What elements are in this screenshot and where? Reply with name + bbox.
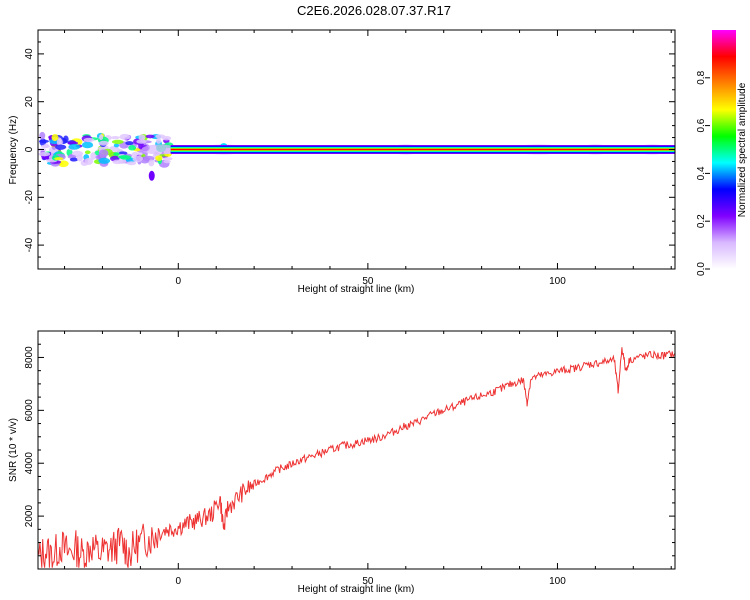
colorbar-tick-label: 0.2 (696, 214, 707, 228)
spectrogram-cell (51, 133, 59, 141)
spectrogram-ytick-label: -20 (24, 190, 35, 205)
spectrogram-cell (138, 134, 146, 141)
colorbar-gradient (712, 30, 736, 269)
spectrogram-cell (125, 141, 134, 146)
figure-title: C2E6.2026.028.07.37.R17 (297, 3, 451, 18)
spectrogram-cell (41, 155, 49, 160)
snr-series-line (38, 347, 675, 568)
spectrogram-cell (137, 151, 143, 156)
spectrogram-cell (126, 161, 137, 166)
snr-ytick-label: 6000 (24, 399, 35, 422)
spectrogram-cell (113, 152, 120, 156)
snr-ytick-label: 8000 (24, 346, 35, 369)
spectrogram-cell (132, 155, 143, 163)
spectrogram-cell (163, 159, 171, 164)
snr-ylabel: SNR (10 * v/v) (8, 418, 19, 482)
spectrogram-cell (69, 157, 79, 162)
spectrogram-cell (54, 157, 64, 161)
colorbar-tick-label: 0.4 (696, 166, 707, 180)
spectrogram-cell (136, 139, 147, 144)
spectrogram-ridge-band (170, 148, 675, 151)
spectrogram-xtick-label: 100 (549, 276, 566, 287)
colorbar-tick-label: 0.6 (696, 118, 707, 132)
snr-xtick-label: 100 (549, 576, 566, 587)
spectrogram-cell (145, 134, 155, 139)
spectrogram-cell (128, 145, 137, 151)
spectrogram-ridge (170, 145, 675, 154)
spectrogram-ytick-label: 40 (24, 48, 35, 60)
spectrogram-cell (84, 150, 91, 155)
spectrogram-cell (63, 135, 69, 144)
snr-series-group (38, 347, 675, 568)
spectrogram-cell (111, 139, 124, 144)
colorbar-ticks: 0.0 0.2 0.4 0.6 0.8 (696, 70, 710, 276)
spectrogram-halo (141, 144, 178, 155)
spectrogram-cell (148, 159, 155, 167)
spectrogram-cell (39, 131, 46, 140)
spectrogram-cell (162, 157, 173, 161)
spectrogram-cell (38, 151, 51, 157)
snr-xtick-label: 0 (176, 576, 182, 587)
spectrogram-cell (84, 157, 94, 165)
spectrogram-cell (81, 141, 94, 149)
spectrogram-cell (38, 139, 50, 144)
colorbar-label: Normalized spectral amplitude (737, 82, 748, 217)
colorbar: 0.0 0.2 0.4 0.6 0.8 Normalized spectral ampl… (696, 30, 748, 276)
spectrogram-ytick-label: 20 (24, 96, 35, 108)
spectrogram-cell (119, 133, 131, 140)
spectrogram-cell (98, 140, 109, 146)
spectrogram-cell (98, 157, 111, 164)
spectrogram-cell (98, 149, 109, 158)
spectrogram-cell (148, 170, 155, 181)
spectrogram-cell (113, 143, 120, 148)
spectrogram-cell (99, 134, 104, 141)
snr-ticks: 0 50 100 2000 4000 6000 8000 (24, 330, 675, 587)
spectrogram-cell (112, 159, 124, 165)
spectrogram-cell (76, 154, 83, 162)
spectrogram-cell (156, 137, 162, 144)
snr-xlabel: Height of straight line (km) (298, 584, 415, 595)
spectrogram-ylabel: Frequency (Hz) (8, 116, 19, 185)
spectrogram-ytick-label: 0 (24, 146, 35, 152)
snr-xtick-label: 50 (362, 576, 374, 587)
spectrogram-cell (68, 143, 81, 150)
snr-panel: 0 50 100 2000 4000 6000 8000 Height of straigh… (8, 330, 676, 595)
spectrogram-cell (55, 144, 67, 150)
spectrogram-cell (110, 135, 120, 140)
colorbar-tick-label: 0.0 (696, 262, 707, 276)
spectrogram-xtick-label: 50 (362, 276, 374, 287)
spectrogram-cell (155, 134, 166, 139)
spectrogram-cell (119, 155, 132, 160)
spectrogram-xtick-label: 0 (176, 276, 182, 287)
spectrogram-cell (43, 143, 49, 148)
spectrogram-xlabel: Height of straight line (km) (298, 284, 415, 295)
spectrogram-cell (90, 152, 97, 160)
spectrogram-cell (83, 137, 95, 143)
spectrogram-cell (155, 155, 163, 162)
snr-ytick-label: 4000 (24, 452, 35, 475)
spectrogram-panel: 0 50 100 -40 -20 0 20 40 Height of straight lin… (8, 29, 676, 295)
spectrogram-ticks: 0 50 100 -40 -20 0 20 40 (24, 29, 675, 287)
spectrogram-cell (56, 138, 63, 146)
spectrogram-ytick-label: -40 (24, 237, 35, 252)
colorbar-tick-label: 0.8 (696, 70, 707, 84)
snr-ytick-label: 2000 (24, 505, 35, 528)
